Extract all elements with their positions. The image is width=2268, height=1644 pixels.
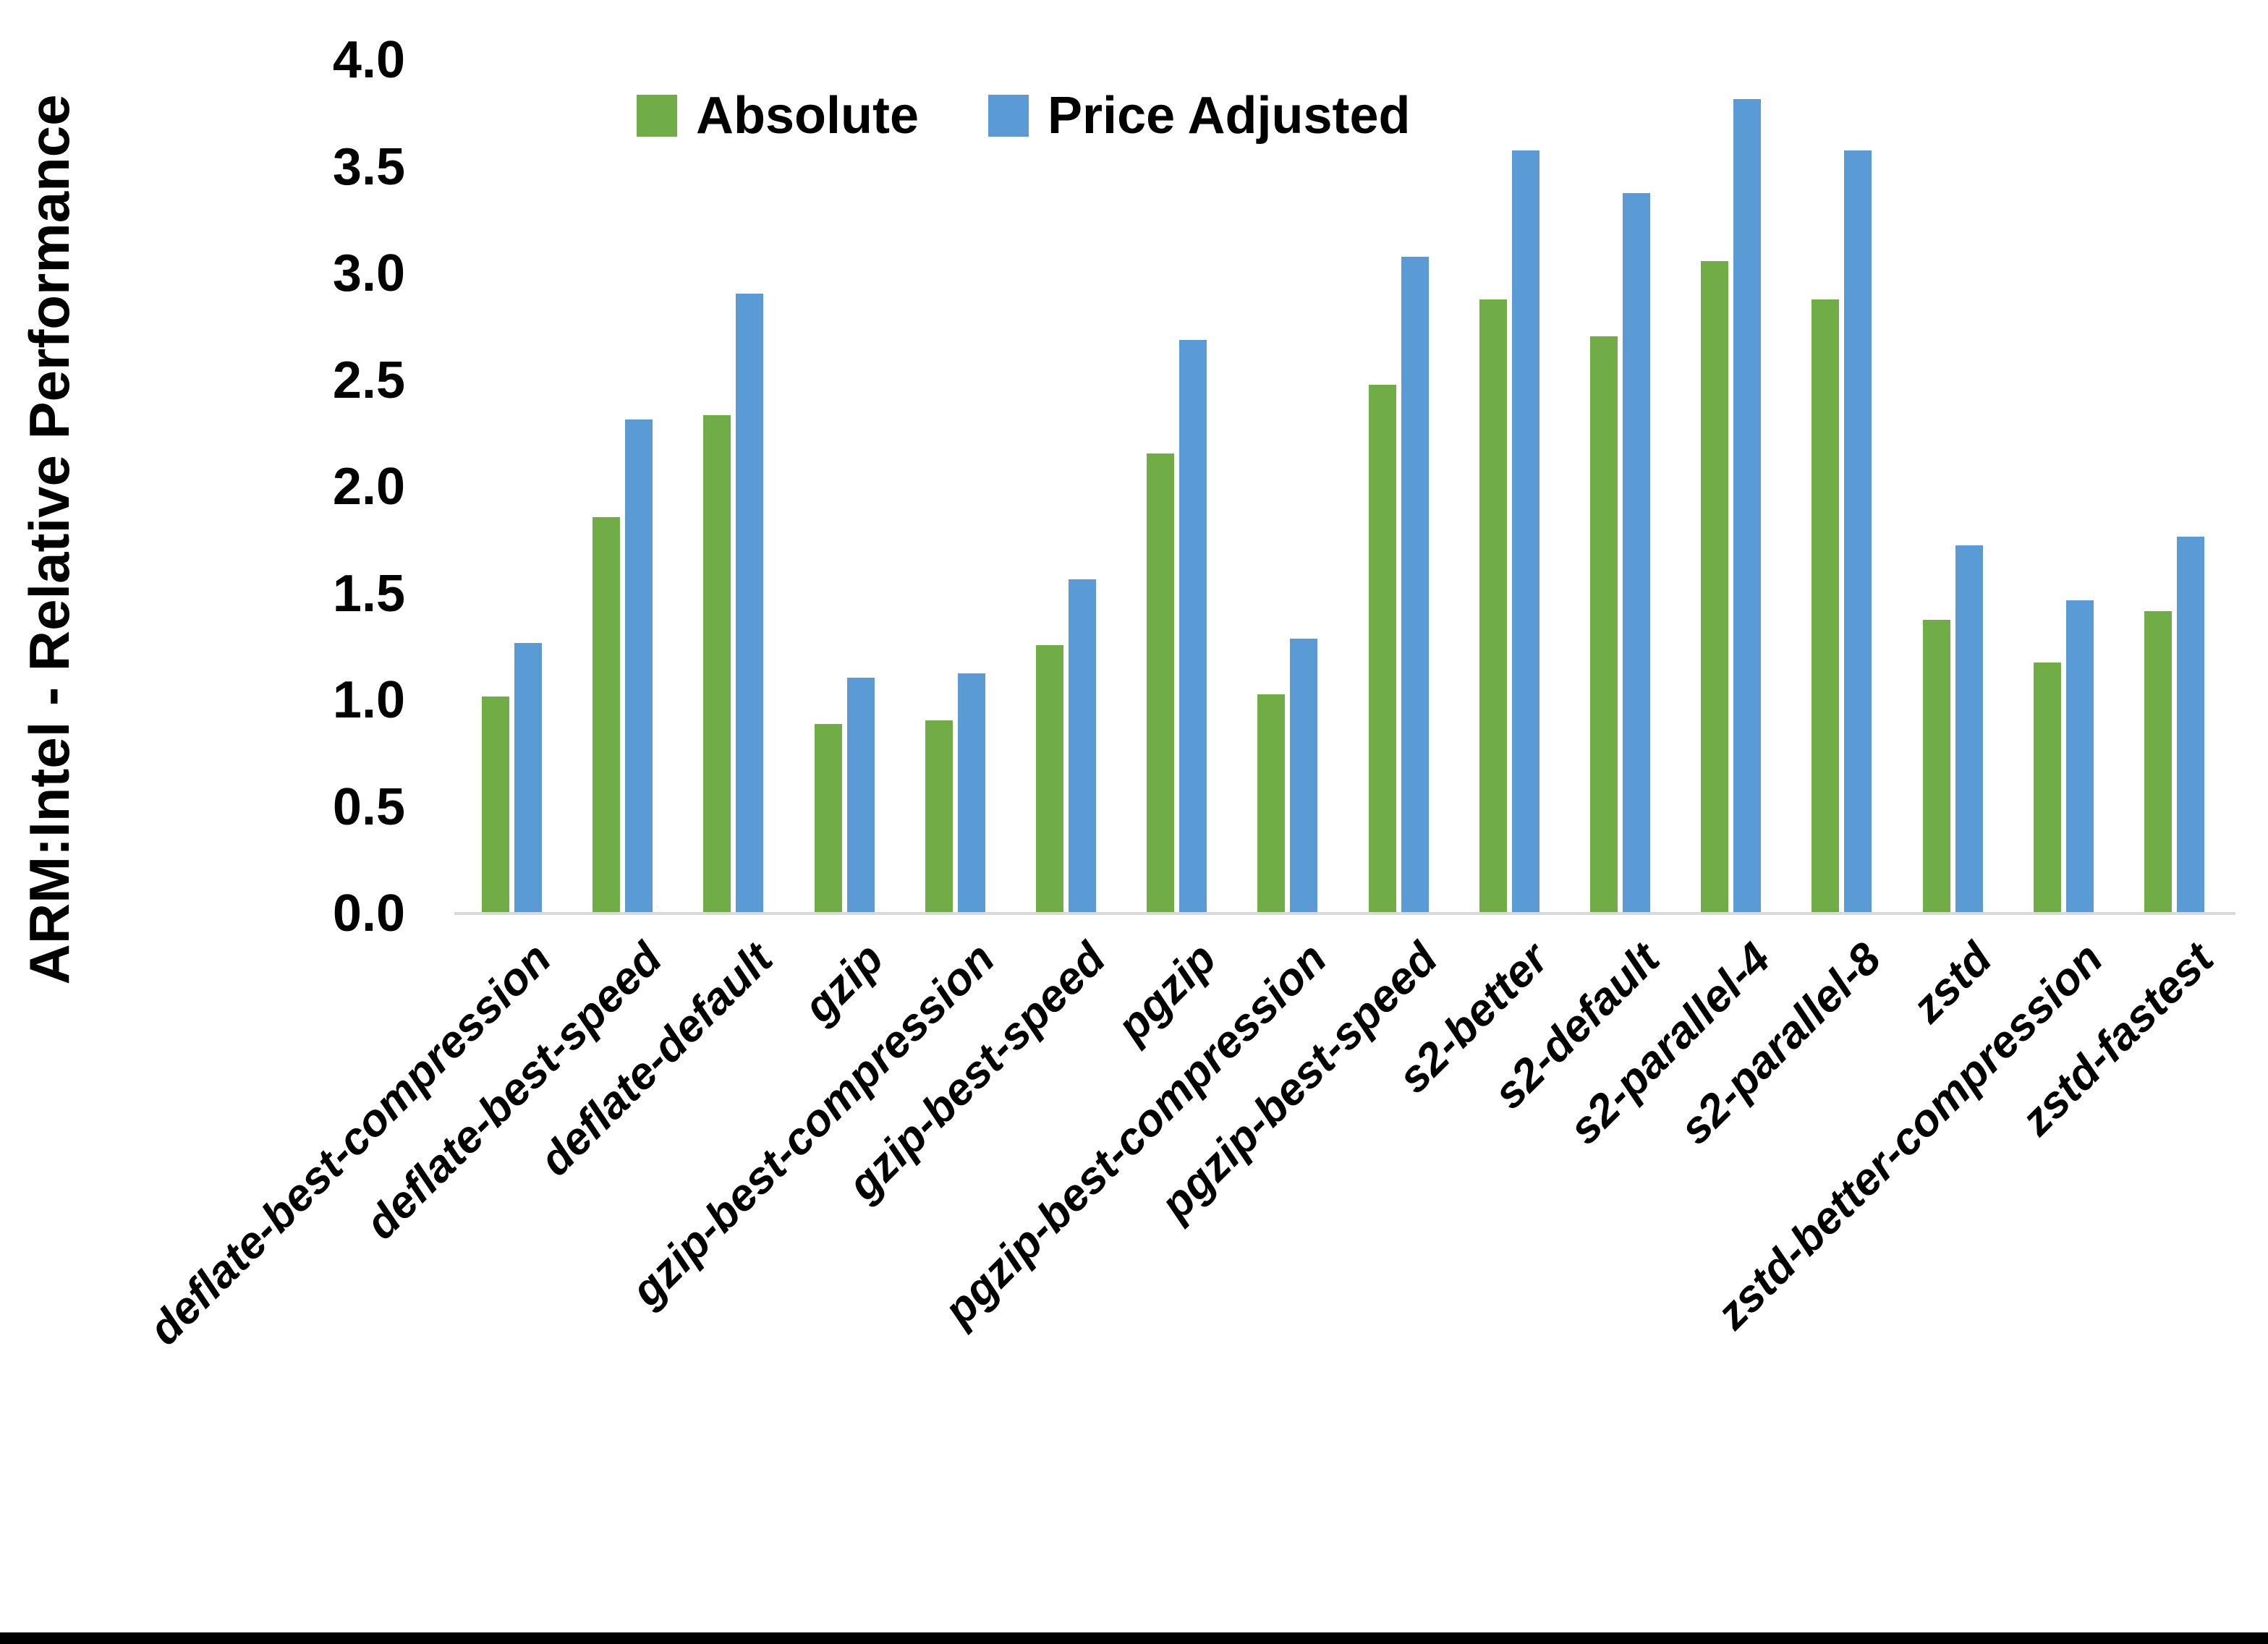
x-axis-label: deflate-best-compression bbox=[139, 933, 561, 1355]
y-axis-title: ARM:Intel - Relative Performance bbox=[17, 94, 81, 985]
bar-price-adjusted bbox=[514, 643, 542, 912]
bar-price-adjusted bbox=[958, 673, 985, 912]
bar-absolute bbox=[1590, 336, 1618, 913]
bar-absolute bbox=[2034, 663, 2061, 912]
bar-absolute bbox=[1257, 694, 1285, 912]
bar-absolute bbox=[2144, 611, 2172, 912]
bar-price-adjusted bbox=[625, 419, 653, 912]
bar-price-adjusted bbox=[1290, 639, 1317, 912]
y-tick-label: 3.0 bbox=[332, 244, 405, 302]
legend-label-absolute: Absolute bbox=[696, 87, 919, 145]
legend: Absolute Price Adjusted bbox=[637, 85, 1410, 146]
x-axis-label: gzip bbox=[794, 933, 893, 1033]
bar-absolute bbox=[815, 724, 842, 912]
bar-absolute bbox=[1701, 261, 1728, 912]
bottom-border bbox=[0, 1632, 2268, 1644]
y-tick-label: 2.5 bbox=[332, 351, 405, 409]
y-tick-label: 2.0 bbox=[332, 458, 405, 516]
bar-price-adjusted bbox=[847, 678, 875, 913]
y-tick-label: 1.5 bbox=[332, 564, 405, 623]
x-axis-label: zstd bbox=[1903, 933, 2002, 1033]
y-tick-label: 1.0 bbox=[332, 671, 405, 729]
bar-price-adjusted bbox=[1733, 99, 1761, 912]
bar-price-adjusted bbox=[1401, 257, 1429, 912]
legend-swatch-absolute bbox=[637, 95, 677, 137]
y-tick-label: 4.0 bbox=[332, 31, 405, 89]
legend-label-price-adjusted: Price Adjusted bbox=[1048, 87, 1411, 145]
bar-absolute bbox=[1923, 620, 1950, 912]
bar-price-adjusted bbox=[2177, 537, 2204, 912]
bar-absolute bbox=[1812, 299, 1839, 912]
bar-price-adjusted bbox=[2066, 600, 2094, 912]
bar-absolute bbox=[593, 517, 620, 912]
bar-price-adjusted bbox=[1179, 340, 1207, 912]
y-tick-label: 3.5 bbox=[332, 137, 405, 196]
x-axis-line bbox=[454, 912, 2235, 915]
y-tick-label: 0.5 bbox=[332, 778, 405, 836]
y-tick-label: 0.0 bbox=[332, 885, 405, 942]
bar-price-adjusted bbox=[1623, 193, 1650, 912]
bar-absolute bbox=[1147, 453, 1174, 912]
bar-price-adjusted bbox=[1512, 150, 1539, 912]
bar-price-adjusted bbox=[1844, 150, 1872, 912]
bar-absolute bbox=[703, 415, 731, 912]
bar-absolute bbox=[1036, 645, 1063, 912]
bar-absolute bbox=[1479, 299, 1507, 912]
bar-absolute bbox=[1369, 385, 1396, 912]
bar-price-adjusted bbox=[736, 294, 763, 913]
legend-swatch-price-adjusted bbox=[988, 95, 1029, 137]
bar-absolute bbox=[925, 720, 953, 913]
bar-absolute bbox=[482, 697, 509, 912]
bar-price-adjusted bbox=[1955, 545, 1983, 912]
bar-price-adjusted bbox=[1069, 579, 1096, 912]
